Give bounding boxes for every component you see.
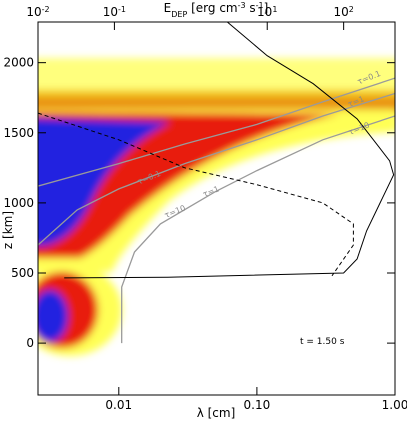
x2-tick-base: 10 [103,5,118,19]
curve-label: τ=10 [163,203,186,219]
curves [38,22,395,344]
y-tick-label: 1000 [3,196,34,210]
plot-frame [37,21,396,396]
x2-tick-base: 10 [26,5,41,19]
x2-tick-exp: -1 [118,5,126,14]
x2-tick-exp: 2 [349,5,354,14]
x2-tick-exp: -2 [42,5,50,14]
x2-tick-label: 101 [257,5,277,20]
x2-label-part: ] [264,1,269,15]
y-axis-label: z [km] [1,211,15,249]
x2-label-part: DEP [171,10,187,19]
x-tick-label: 0.01 [105,398,132,412]
annotation: t = 1.50 s [300,337,345,347]
y-tick-label: 0 [26,336,34,350]
x2-label-part: -3 [238,1,246,10]
x-tick-label: 1.00 [382,398,407,412]
x2-label-part: s [246,1,256,15]
curve-label: τ=1 [202,184,221,199]
x2-tick-base: 10 [257,5,272,19]
y-tick-label: 1500 [3,126,34,140]
x2-tick-label: 10-2 [26,5,49,20]
x-tick-label: 0.10 [244,398,271,412]
y-tick-label: 2000 [3,56,34,70]
x-axis-label: λ [cm] [197,406,236,420]
x2-label-part: E [164,1,172,15]
line-series [38,77,395,187]
heatmap [38,58,395,356]
x2-tick-base: 10 [333,5,348,19]
line-series [121,115,395,344]
x2-label-part: [erg cm [187,1,237,15]
x2-label-part: -1 [256,1,264,10]
y-tick-label: 500 [11,266,34,280]
x2-axis-label: EDEP [erg cm-3 s-1] [164,1,269,19]
line-series [38,112,354,277]
x2-tick-label: 10-1 [103,5,126,20]
line-series [64,22,395,279]
x2-tick-exp: 1 [272,5,277,14]
x2-tick-label: 102 [333,5,353,20]
line-series [38,92,395,246]
